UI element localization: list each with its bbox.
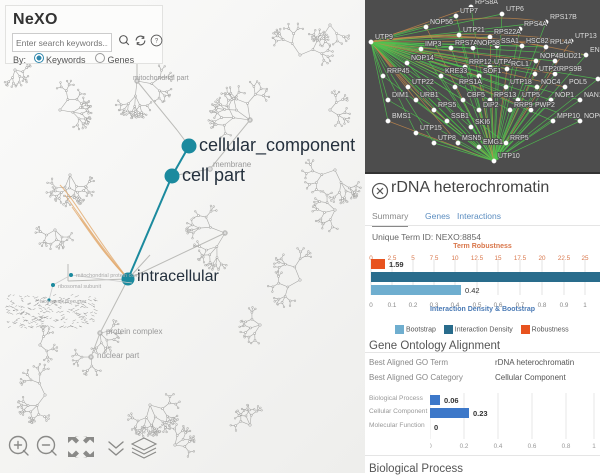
svg-text:NOP56: NOP56 (430, 19, 453, 26)
svg-text:0: 0 (430, 443, 432, 450)
svg-text:UTP10: UTP10 (498, 153, 520, 160)
svg-text:0.6: 0.6 (528, 443, 537, 450)
svg-text:UTP4: UTP4 (494, 59, 512, 66)
svg-text:NAN1: NAN1 (584, 92, 600, 99)
svg-text:RPS13: RPS13 (494, 92, 516, 99)
svg-text:0.4: 0.4 (494, 443, 503, 450)
svg-text:BUD21: BUD21 (559, 53, 582, 60)
svg-text:UTP18: UTP18 (510, 79, 532, 86)
svg-text:SOF1: SOF1 (483, 68, 501, 75)
svg-text:UTP15: UTP15 (420, 125, 442, 132)
svg-text:RPS4A: RPS4A (524, 21, 547, 28)
svg-text:UTP13: UTP13 (575, 33, 597, 40)
svg-text:1: 1 (592, 443, 596, 450)
svg-text:PWP2: PWP2 (535, 102, 555, 109)
svg-text:NOP58: NOP58 (477, 40, 500, 47)
svg-text:DIM1: DIM1 (392, 92, 409, 99)
svg-text:URB1: URB1 (420, 92, 439, 99)
svg-text:0: 0 (434, 423, 438, 432)
svg-text:RPS17B: RPS17B (550, 14, 577, 21)
svg-text:SKI6: SKI6 (475, 119, 490, 126)
svg-text:RRP9: RRP9 (514, 102, 533, 109)
svg-text:mitochondrial protein complex: mitochondrial protein complex (76, 273, 140, 279)
svg-text:NOP1: NOP1 (555, 92, 574, 99)
svg-text:BMS1: BMS1 (392, 113, 411, 120)
svg-text:RPS5: RPS5 (438, 102, 456, 109)
svg-text:RRP12: RRP12 (469, 59, 492, 66)
svg-text:0.2: 0.2 (460, 443, 469, 450)
svg-text:EMG1: EMG1 (483, 139, 503, 146)
svg-text:UTP21: UTP21 (463, 27, 485, 34)
svg-text:RPS7A: RPS7A (455, 40, 478, 47)
svg-text:ribosomal subunit: ribosomal subunit (58, 284, 102, 290)
svg-text:UTP22: UTP22 (412, 79, 434, 86)
svg-text:UTP9: UTP9 (375, 34, 393, 41)
svg-text:RRP45: RRP45 (387, 68, 410, 75)
svg-text:RPS8A: RPS8A (475, 0, 498, 6)
svg-text:NOP6: NOP6 (584, 113, 600, 120)
svg-text:0.06: 0.06 (444, 396, 459, 405)
svg-text:KRE33: KRE33 (445, 68, 467, 75)
svg-text:NOP14: NOP14 (411, 55, 434, 62)
svg-text:0.8: 0.8 (562, 443, 571, 450)
svg-text:UTP20: UTP20 (539, 66, 561, 73)
svg-text:POL5: POL5 (569, 79, 587, 86)
svg-text:DIP2: DIP2 (483, 102, 499, 109)
svg-text:SSB1: SSB1 (451, 113, 469, 120)
svg-text:RPS22A: RPS22A (494, 29, 521, 36)
svg-text:UTP8: UTP8 (438, 135, 456, 142)
svg-text:RPL4A: RPL4A (550, 39, 573, 46)
svg-text:RPS9B: RPS9B (559, 66, 582, 73)
svg-text:UTP7: UTP7 (460, 8, 478, 15)
svg-text:?: ? (155, 39, 159, 45)
svg-text:RPS1A: RPS1A (459, 79, 482, 86)
svg-text:MPP10: MPP10 (557, 113, 580, 120)
svg-text:IMP3: IMP3 (425, 41, 441, 48)
svg-text:biogenesis precursor: biogenesis precursor (40, 299, 87, 305)
svg-text:SSA1: SSA1 (501, 38, 519, 45)
svg-text:HSC82: HSC82 (526, 38, 549, 45)
svg-text:MSN5: MSN5 (462, 135, 482, 142)
svg-text:UTP5: UTP5 (522, 92, 540, 99)
svg-text:CBF5: CBF5 (467, 92, 485, 99)
svg-text:ENP1: ENP1 (590, 47, 600, 54)
svg-text:0.23: 0.23 (473, 409, 488, 418)
svg-text:RCL1: RCL1 (511, 61, 529, 68)
svg-text:UTP6: UTP6 (506, 6, 524, 13)
svg-text:NOC4: NOC4 (541, 79, 561, 86)
svg-text:RRP5: RRP5 (510, 135, 529, 142)
svg-text:NOP4: NOP4 (540, 53, 559, 60)
